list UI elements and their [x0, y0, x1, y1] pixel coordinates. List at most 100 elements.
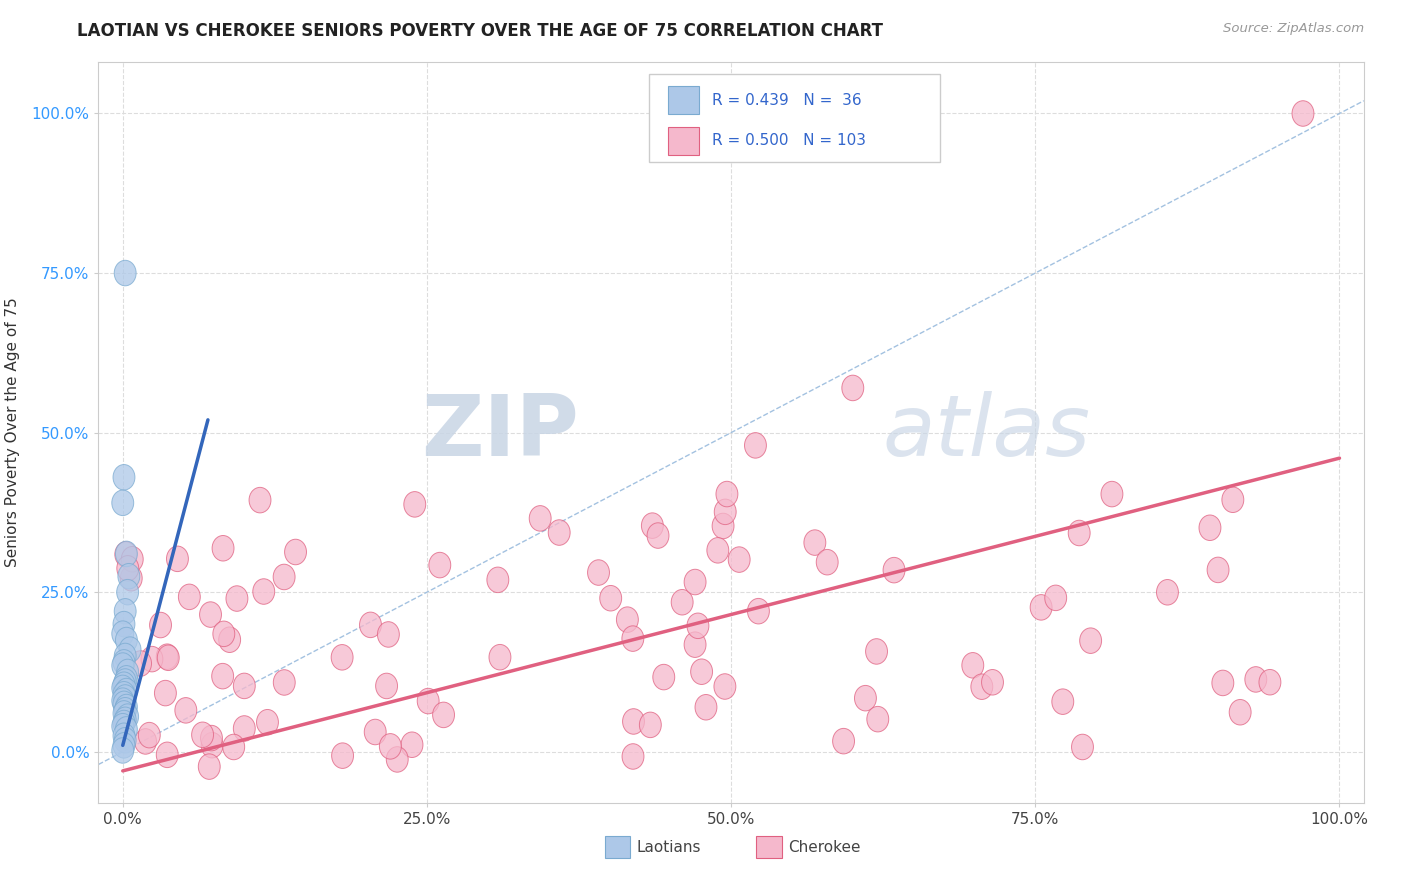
Ellipse shape: [588, 560, 609, 585]
Ellipse shape: [817, 549, 838, 575]
Ellipse shape: [1157, 580, 1178, 605]
Ellipse shape: [115, 678, 138, 704]
Ellipse shape: [112, 653, 134, 678]
Ellipse shape: [1101, 482, 1123, 507]
Ellipse shape: [1244, 666, 1267, 692]
Ellipse shape: [804, 530, 825, 556]
Ellipse shape: [112, 732, 135, 758]
Ellipse shape: [380, 733, 401, 759]
Ellipse shape: [685, 569, 706, 595]
Ellipse shape: [868, 706, 889, 732]
Ellipse shape: [711, 513, 734, 539]
Ellipse shape: [685, 632, 706, 657]
Ellipse shape: [728, 547, 751, 573]
Text: Laotians: Laotians: [636, 839, 700, 855]
Ellipse shape: [112, 688, 134, 714]
Ellipse shape: [1208, 558, 1229, 582]
Ellipse shape: [253, 579, 274, 604]
Ellipse shape: [112, 465, 135, 490]
Ellipse shape: [121, 547, 143, 572]
Y-axis label: Seniors Poverty Over the Age of 75: Seniors Poverty Over the Age of 75: [6, 298, 20, 567]
Ellipse shape: [332, 743, 353, 768]
Ellipse shape: [1258, 670, 1281, 695]
Ellipse shape: [212, 535, 233, 561]
Ellipse shape: [387, 747, 408, 772]
Ellipse shape: [489, 644, 510, 670]
Ellipse shape: [112, 649, 135, 675]
Ellipse shape: [114, 643, 136, 669]
Ellipse shape: [249, 487, 271, 513]
Ellipse shape: [112, 672, 135, 698]
Ellipse shape: [212, 664, 233, 689]
Ellipse shape: [855, 685, 876, 711]
Ellipse shape: [1031, 595, 1052, 620]
Ellipse shape: [548, 520, 571, 545]
Ellipse shape: [284, 540, 307, 565]
Bar: [668, 86, 699, 114]
Ellipse shape: [179, 584, 200, 609]
Ellipse shape: [191, 722, 214, 747]
Ellipse shape: [156, 742, 179, 768]
Ellipse shape: [1052, 689, 1074, 714]
Ellipse shape: [174, 698, 197, 723]
Ellipse shape: [112, 723, 135, 748]
Ellipse shape: [707, 538, 728, 563]
Ellipse shape: [1222, 487, 1244, 513]
Ellipse shape: [118, 564, 139, 589]
Ellipse shape: [1292, 101, 1315, 127]
Ellipse shape: [360, 612, 381, 638]
Ellipse shape: [962, 653, 984, 678]
Ellipse shape: [115, 716, 138, 742]
Ellipse shape: [714, 499, 737, 524]
Ellipse shape: [112, 621, 134, 647]
Ellipse shape: [745, 433, 766, 458]
Ellipse shape: [1229, 699, 1251, 725]
Ellipse shape: [647, 523, 669, 549]
Ellipse shape: [114, 685, 136, 710]
Ellipse shape: [114, 698, 136, 723]
Ellipse shape: [226, 586, 247, 611]
Ellipse shape: [222, 734, 245, 760]
Ellipse shape: [135, 729, 156, 755]
Ellipse shape: [433, 702, 454, 728]
Ellipse shape: [404, 491, 426, 517]
Ellipse shape: [115, 627, 138, 653]
Ellipse shape: [115, 694, 138, 720]
Ellipse shape: [972, 674, 993, 699]
Ellipse shape: [112, 738, 134, 764]
Ellipse shape: [883, 558, 905, 582]
Ellipse shape: [621, 626, 644, 651]
Ellipse shape: [1045, 585, 1067, 611]
Ellipse shape: [981, 670, 1004, 695]
Text: Source: ZipAtlas.com: Source: ZipAtlas.com: [1223, 22, 1364, 36]
Ellipse shape: [273, 565, 295, 590]
Ellipse shape: [112, 691, 135, 716]
Ellipse shape: [486, 567, 509, 592]
Ellipse shape: [129, 651, 152, 676]
Ellipse shape: [375, 673, 398, 698]
Text: ZIP: ZIP: [422, 391, 579, 475]
Ellipse shape: [716, 482, 738, 507]
Ellipse shape: [256, 709, 278, 735]
Ellipse shape: [714, 673, 735, 699]
Ellipse shape: [652, 665, 675, 690]
Ellipse shape: [156, 644, 179, 670]
Ellipse shape: [1069, 520, 1090, 546]
Text: atlas: atlas: [883, 391, 1091, 475]
Ellipse shape: [1199, 515, 1220, 541]
Ellipse shape: [198, 754, 221, 780]
Ellipse shape: [219, 627, 240, 652]
Ellipse shape: [112, 675, 134, 701]
Ellipse shape: [621, 744, 644, 769]
Ellipse shape: [866, 639, 887, 665]
Ellipse shape: [201, 732, 224, 758]
Ellipse shape: [842, 376, 863, 401]
FancyBboxPatch shape: [648, 73, 941, 162]
Ellipse shape: [200, 602, 222, 627]
Ellipse shape: [112, 490, 134, 516]
Ellipse shape: [155, 681, 176, 706]
Ellipse shape: [600, 585, 621, 611]
Ellipse shape: [112, 681, 135, 707]
Ellipse shape: [1080, 628, 1101, 654]
Ellipse shape: [115, 541, 136, 567]
